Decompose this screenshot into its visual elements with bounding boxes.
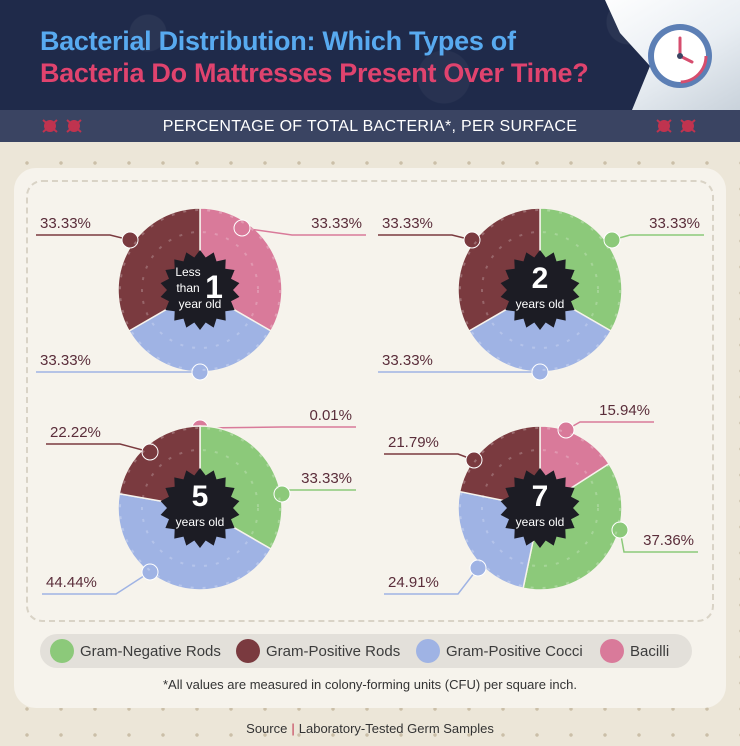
legend-swatch-bacilli <box>600 639 624 663</box>
slice-label: 24.91% <box>388 574 439 591</box>
center-number: 5 <box>192 480 209 513</box>
center-caption: year old <box>179 297 222 311</box>
slice-marker <box>141 563 159 581</box>
center-badge <box>500 468 580 548</box>
center-caption: years old <box>516 515 565 529</box>
center-caption: years old <box>516 297 565 311</box>
center-number: 2 <box>532 262 549 295</box>
title-line-2: Bacteria Do Mattresses Present Over Time… <box>40 58 589 88</box>
center-badge <box>500 250 580 330</box>
legend-swatch-gram-positive-rods <box>236 639 260 663</box>
subtitle-text: PERCENTAGE OF TOTAL BACTERIA*, PER SURFA… <box>162 118 578 135</box>
source-line: Source | Laboratory-Tested Germ Samples <box>0 721 740 736</box>
slice-marker <box>273 485 291 503</box>
subtitle-banner: PERCENTAGE OF TOTAL BACTERIA*, PER SURFA… <box>0 110 740 142</box>
slice-marker <box>141 443 159 461</box>
pie-texture <box>141 231 259 349</box>
slice-label: 22.22% <box>50 424 101 441</box>
slice-marker <box>603 231 621 249</box>
center-number: 7 <box>532 480 549 513</box>
slice-label: 33.33% <box>40 215 91 232</box>
slice-label: 33.33% <box>382 352 433 369</box>
leader-line <box>565 421 654 431</box>
slice-label: 44.44% <box>46 574 97 591</box>
slice-label: 37.36% <box>643 532 694 549</box>
center-caption: than <box>176 281 199 295</box>
leader-line <box>42 571 151 595</box>
slice-marker <box>191 363 209 381</box>
leader-line <box>281 489 356 494</box>
legend-label: Bacilli <box>630 643 670 660</box>
pie-slice <box>117 492 273 591</box>
slice-label: 21.79% <box>388 434 439 451</box>
slice-label: 33.33% <box>301 470 352 487</box>
slice-label: 0.01% <box>309 407 352 424</box>
leader-line <box>199 426 356 429</box>
slice-marker <box>531 363 549 381</box>
germ-decoration-icon <box>656 119 696 133</box>
chart-panel-border <box>26 180 714 622</box>
legend-label: Gram-Negative Rods <box>80 643 221 660</box>
slice-marker <box>557 421 575 439</box>
slice-marker <box>463 231 481 249</box>
leader-line <box>46 443 151 453</box>
legend-swatch-gram-positive-cocci <box>416 639 440 663</box>
germ-decoration-icon <box>42 119 82 133</box>
leader-line <box>36 234 131 241</box>
center-number: 1 <box>205 269 223 305</box>
leader-line <box>384 567 479 595</box>
leader-line <box>384 453 475 461</box>
slice-marker <box>465 451 483 469</box>
source-label: Source <box>246 721 288 736</box>
legend-label: Gram-Positive Cocci <box>446 643 583 660</box>
center-badge <box>160 250 240 330</box>
pie-texture <box>141 449 259 567</box>
slice-label: 15.94% <box>599 402 650 419</box>
pie-chart-2: 33.33% 33.33% 33.33% 2 years old <box>378 207 704 381</box>
leader-line <box>611 234 704 241</box>
slice-marker <box>469 559 487 577</box>
slice-label: 33.33% <box>40 352 91 369</box>
leader-line <box>378 234 473 241</box>
legend-label: Gram-Positive Rods <box>266 643 401 660</box>
header: Bacterial Distribution: Which Types of B… <box>0 0 740 110</box>
title-line-1: Bacterial Distribution: Which Types of <box>40 26 516 56</box>
footnote: *All values are measured in colony-formi… <box>162 677 577 692</box>
slice-label: 33.33% <box>382 215 433 232</box>
legend: Gram-Negative Rods Gram-Positive Rods Gr… <box>40 634 692 668</box>
center-caption: Less <box>175 265 200 279</box>
pie-texture <box>481 231 599 349</box>
slice-marker <box>611 521 629 539</box>
pie-texture <box>459 427 621 589</box>
slice-marker <box>121 231 139 249</box>
source-separator: | <box>291 721 295 736</box>
clock-icon <box>648 24 712 88</box>
center-caption: years old <box>176 515 225 529</box>
pie-chart-5: 0.01% 33.33% 44.44% 22.22% 5 years old <box>42 407 356 595</box>
pie-texture <box>119 427 281 589</box>
pie-texture <box>119 209 281 371</box>
source-text: Laboratory-Tested Germ Samples <box>298 721 494 736</box>
slice-label: 33.33% <box>649 215 700 232</box>
slice-label: 33.33% <box>311 215 362 232</box>
pie-texture <box>481 449 599 567</box>
center-badge <box>160 468 240 548</box>
pie-texture <box>459 209 621 371</box>
legend-swatch-gram-negative-rods <box>50 639 74 663</box>
pie-chart-1: 33.33% 33.33% 33.33% 1 Less than year old <box>36 207 366 381</box>
leader-line <box>241 227 366 236</box>
slice-marker <box>233 219 251 237</box>
pie-chart-7: 15.94% 37.36% 24.91% 21.79% 7 years old <box>384 402 698 595</box>
